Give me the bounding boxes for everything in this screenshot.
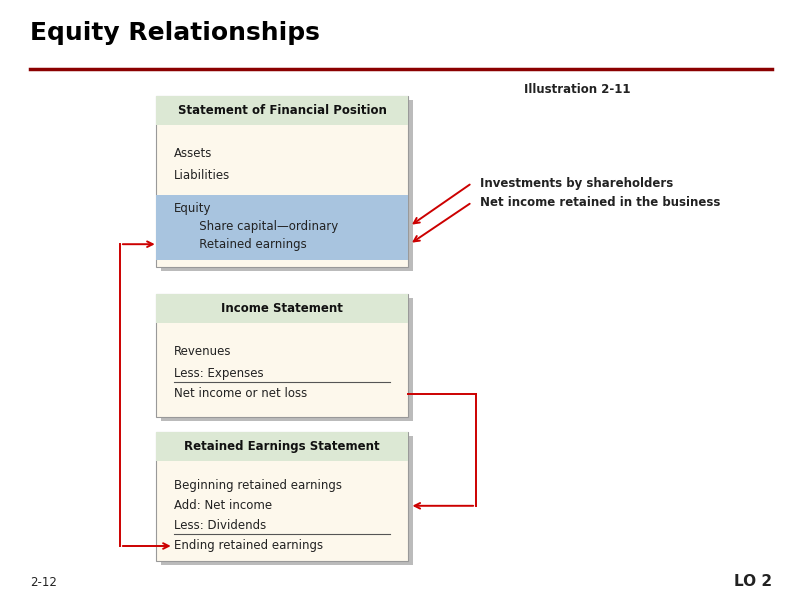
Text: Add: Net income: Add: Net income — [174, 499, 272, 512]
Bar — [161, 436, 413, 565]
Text: Income Statement: Income Statement — [221, 302, 343, 315]
Bar — [156, 294, 408, 417]
Bar — [156, 432, 408, 461]
Text: Illustration 2-11: Illustration 2-11 — [524, 83, 630, 96]
Text: Beginning retained earnings: Beginning retained earnings — [174, 479, 342, 493]
Text: Ending retained earnings: Ending retained earnings — [174, 539, 322, 553]
Text: LO 2: LO 2 — [734, 574, 772, 589]
Text: Net income or net loss: Net income or net loss — [174, 387, 307, 400]
Text: Retained earnings: Retained earnings — [188, 238, 306, 251]
Text: Statement of Financial Position: Statement of Financial Position — [178, 104, 386, 117]
Text: Net income retained in the business: Net income retained in the business — [480, 196, 720, 209]
Bar — [161, 100, 413, 271]
Text: Revenues: Revenues — [174, 345, 231, 358]
Text: Less: Expenses: Less: Expenses — [174, 367, 263, 380]
Bar — [156, 96, 408, 125]
Text: Investments by shareholders: Investments by shareholders — [480, 176, 674, 190]
Text: Liabilities: Liabilities — [174, 169, 230, 182]
Text: 2-12: 2-12 — [30, 576, 58, 589]
Text: Equity: Equity — [174, 202, 211, 215]
Text: Retained Earnings Statement: Retained Earnings Statement — [184, 440, 380, 453]
Text: Assets: Assets — [174, 147, 212, 160]
Bar — [156, 96, 408, 267]
Bar — [156, 195, 408, 260]
Text: Share capital—ordinary: Share capital—ordinary — [188, 220, 338, 233]
Text: Less: Dividends: Less: Dividends — [174, 519, 266, 532]
Bar — [156, 294, 408, 323]
Bar — [156, 432, 408, 561]
Bar — [161, 298, 413, 421]
Text: Equity Relationships: Equity Relationships — [30, 21, 320, 45]
